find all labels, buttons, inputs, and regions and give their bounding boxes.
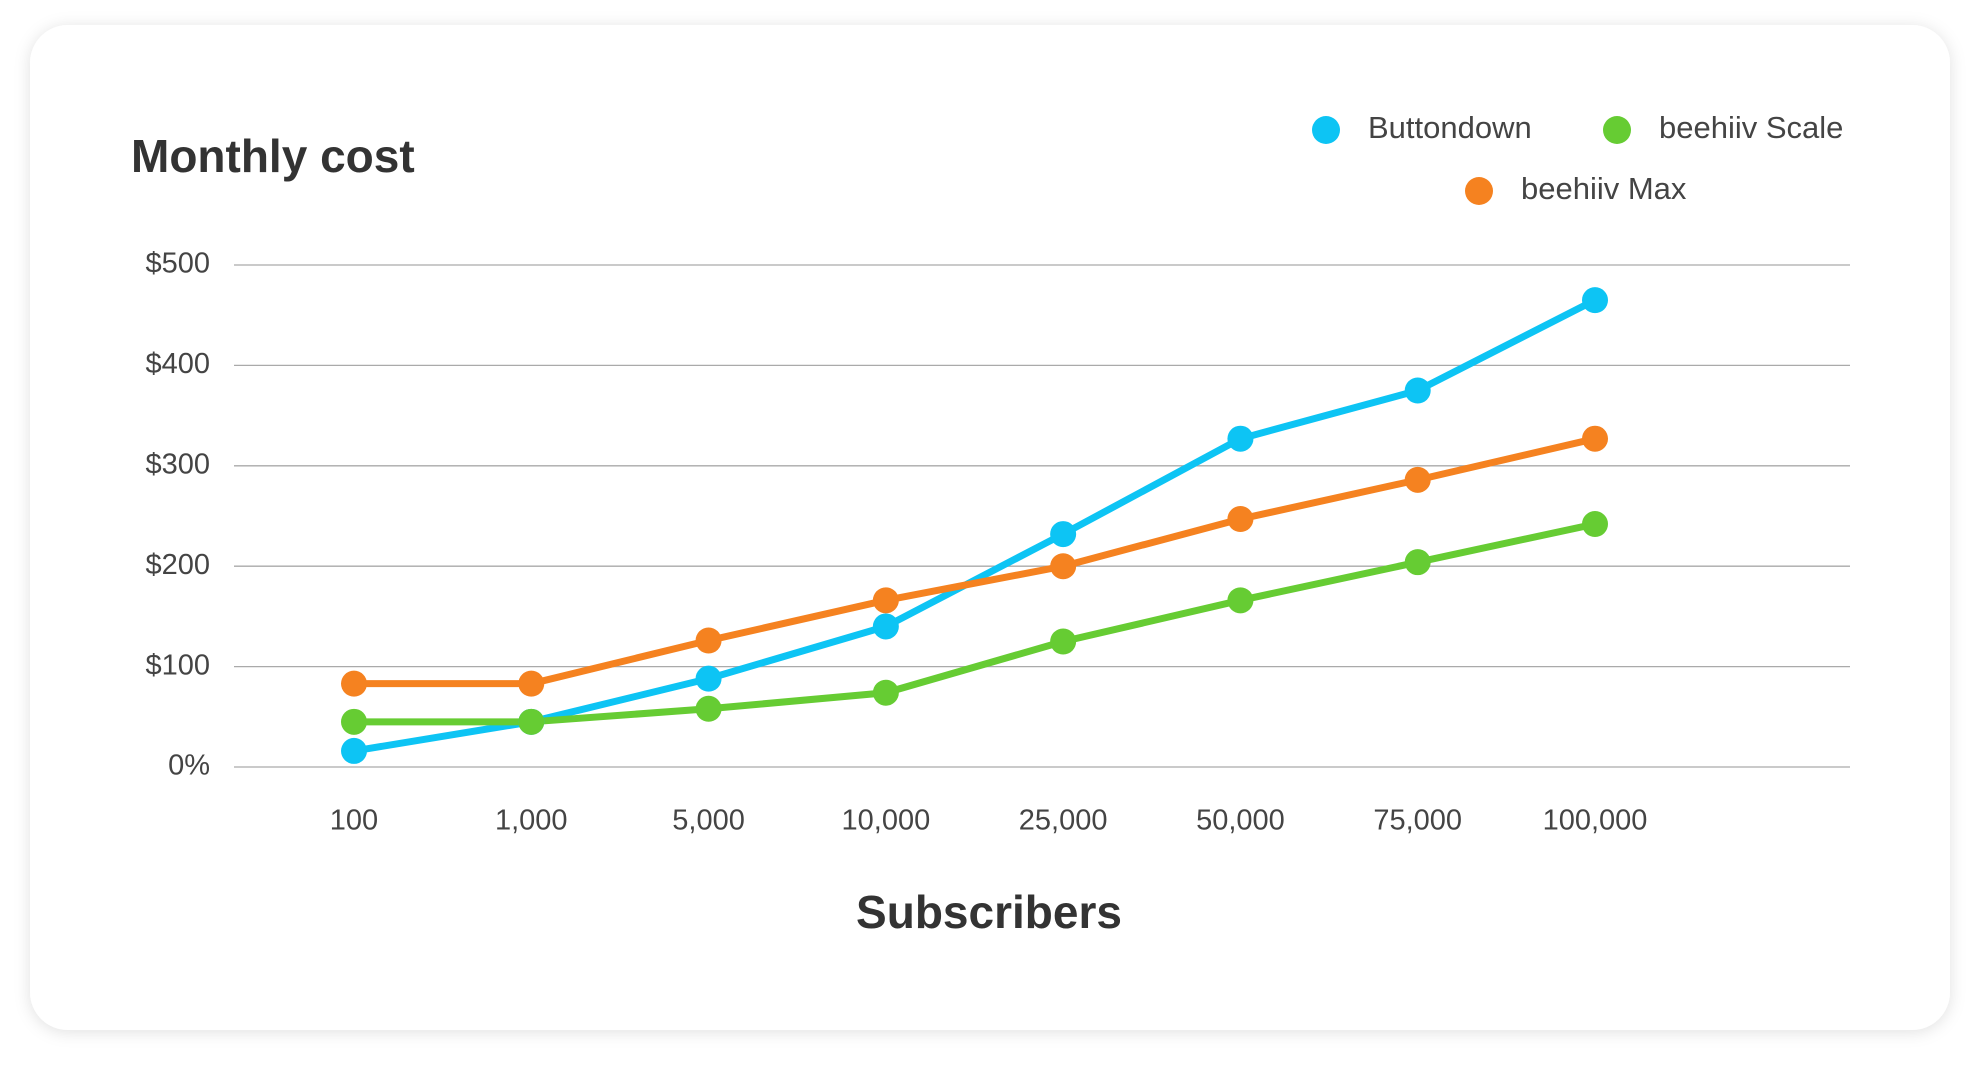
data-point — [518, 708, 545, 735]
data-point — [1404, 377, 1431, 404]
x-tick-label: 1,000 — [495, 805, 568, 837]
x-tick-label: 100 — [330, 805, 378, 837]
y-tick-label: $400 — [145, 348, 210, 380]
series-line — [354, 435, 1596, 688]
data-point — [1582, 287, 1608, 314]
data-point — [1404, 549, 1431, 576]
data-point — [341, 670, 367, 697]
x-axis-title: Subscribers — [856, 886, 1122, 938]
x-tick-label: 25,000 — [1019, 805, 1108, 837]
y-tick-label: $500 — [145, 248, 210, 280]
x-tick-label: 75,000 — [1373, 805, 1462, 837]
data-point — [1582, 425, 1608, 452]
data-point — [872, 613, 899, 640]
data-point — [1582, 511, 1608, 538]
series-line — [354, 520, 1596, 726]
legend-marker — [1603, 116, 1631, 144]
data-point — [1227, 506, 1254, 533]
data-point — [1227, 587, 1254, 614]
y-tick-label: 0% — [168, 750, 210, 782]
data-point — [695, 627, 722, 654]
data-point — [695, 665, 722, 692]
chart-title: Monthly cost — [131, 130, 415, 182]
legend-marker — [1312, 116, 1340, 144]
y-tick-label: $100 — [145, 649, 210, 681]
x-tick-label: 50,000 — [1196, 805, 1285, 837]
data-point — [341, 708, 367, 735]
legend-marker — [1465, 177, 1493, 205]
data-point — [341, 737, 367, 764]
data-point — [1050, 553, 1077, 580]
data-point — [695, 695, 722, 722]
data-point — [1227, 425, 1254, 452]
x-tick-label: 100,000 — [1543, 805, 1648, 837]
data-point — [1050, 628, 1077, 655]
x-tick-label: 10,000 — [842, 805, 931, 837]
data-point — [518, 670, 545, 697]
card — [30, 25, 1950, 1030]
legend-label: Buttondown — [1368, 110, 1532, 145]
y-tick-label: $200 — [145, 549, 210, 581]
x-tick-label: 5,000 — [672, 805, 745, 837]
data-point — [1050, 521, 1077, 548]
data-point — [872, 679, 899, 706]
legend-label: beehiiv Max — [1521, 171, 1687, 206]
data-point — [1404, 466, 1431, 493]
y-tick-label: $300 — [145, 448, 210, 480]
legend-label: beehiiv Scale — [1659, 110, 1843, 145]
data-point — [872, 587, 899, 614]
